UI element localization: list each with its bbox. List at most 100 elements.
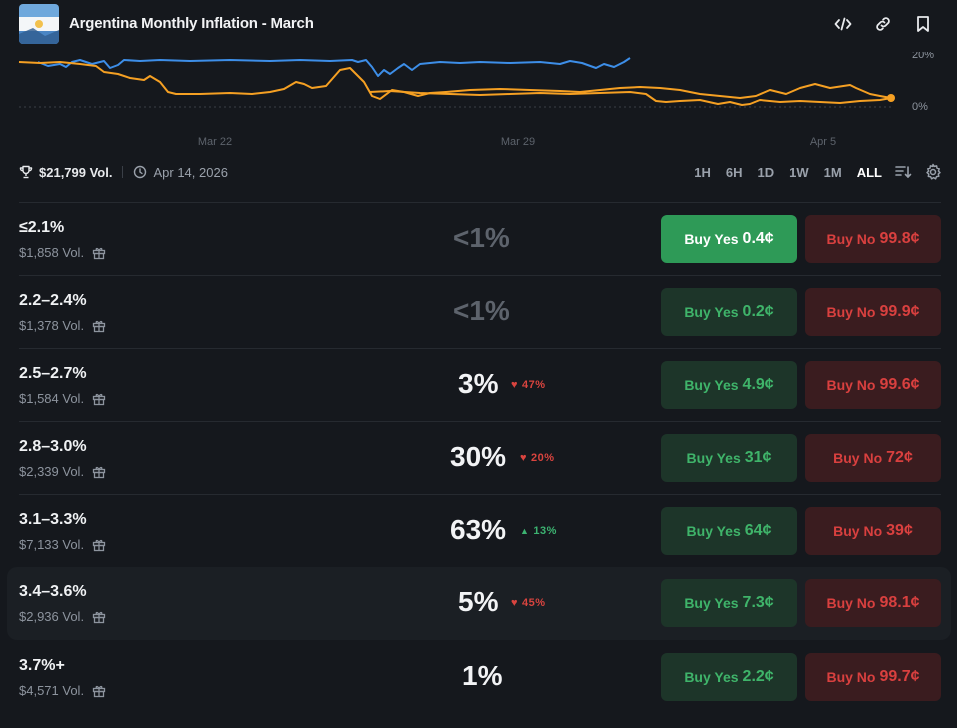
trophy-icon [19,165,33,179]
buy-yes-button[interactable]: Buy Yes 64¢ [661,507,797,555]
buy-no-button[interactable]: Buy No 99.8¢ [805,215,941,263]
range-all[interactable]: ALL [856,164,882,180]
time-range-selector: 1H 6H 1D 1W 1M ALL [679,162,942,182]
y-tick-label: 20% [912,52,934,61]
no-price: 72¢ [886,449,913,466]
divider [122,166,124,178]
buy-yes-label: Buy Yes [684,304,739,320]
outcome-probability: <1% [453,222,510,253]
volume-text: $2,339 Vol. [19,464,85,479]
outcome-probability: <1% [453,295,510,326]
buy-yes-button[interactable]: Buy Yes 2.2¢ [661,653,797,701]
buy-no-button[interactable]: Buy No 99.9¢ [805,288,941,336]
buy-no-button[interactable]: Buy No 39¢ [805,507,941,555]
buy-no-button[interactable]: Buy No 99.6¢ [805,361,941,409]
buy-yes-button[interactable]: Buy Yes 0.4¢ [661,215,797,263]
buy-yes-button[interactable]: Buy Yes 4.9¢ [661,361,797,409]
outcome-label: 2.8–3.0% [19,438,87,455]
outcome-probability: 1% [462,660,503,691]
outcome-label: 2.5–2.7% [19,365,87,382]
outcome-row[interactable]: ≤2.1% $1,858 Vol. <1% Buy Yes 0.4¢ Buy No… [19,202,941,275]
range-6h[interactable]: 6H [725,164,743,180]
probability-cell: 63% ▲ 13% [19,495,941,568]
gift-icon[interactable] [92,610,106,624]
probability-cell: 1% [19,641,941,714]
no-price: 99.7¢ [879,668,920,685]
buy-yes-label: Buy Yes [684,377,739,393]
outcome-volume: $7,133 Vol. [19,537,106,552]
x-tick-label: Mar 29 [501,136,535,148]
outcome-label: ≤2.1% [19,219,65,236]
yes-price: 0.2¢ [742,303,774,320]
outcome-volume: $1,858 Vol. [19,245,106,260]
buy-yes-label: Buy Yes [686,450,741,466]
price-history-chart: 20% 0% Mar 22 Mar 29 Apr 5 [0,49,957,152]
buy-no-label: Buy No [826,669,876,685]
range-1d[interactable]: 1D [757,164,775,180]
probability-cell: <1% [19,203,941,276]
outcome-row[interactable]: 3.7%+ $4,571 Vol. 1% Buy Yes 2.2¢ Buy No 9… [19,640,941,713]
arrow-up-icon: ▲ [520,526,530,536]
outcome-row[interactable]: 2.5–2.7% $1,584 Vol. 3% ♥ 47% Buy Yes 4.9¢… [19,348,941,421]
no-price: 99.6¢ [879,376,920,393]
range-1w[interactable]: 1W [789,164,809,180]
outcome-volume: $4,571 Vol. [19,683,106,698]
outcome-row[interactable]: 2.2–2.4% $1,378 Vol. <1% Buy Yes 0.2¢ Buy… [19,275,941,348]
market-header: Argentina Monthly Inflation - March [0,0,957,52]
series-line-blue [37,57,631,77]
buy-yes-button[interactable]: Buy Yes 31¢ [661,434,797,482]
gift-icon[interactable] [92,684,106,698]
buy-yes-button[interactable]: Buy Yes 0.2¢ [661,288,797,336]
embed-icon[interactable] [833,14,853,34]
gift-icon[interactable] [92,392,106,406]
settings-gear-icon[interactable] [924,163,942,181]
market-stats: $21,799 Vol. Apr 14, 2026 [19,162,228,182]
yes-price: 7.3¢ [742,594,774,611]
buy-no-label: Buy No [833,523,883,539]
range-1m[interactable]: 1M [823,164,842,180]
outcome-row[interactable]: 3.1–3.3% $7,133 Vol. 63% ▲ 13% Buy Yes 64¢… [19,494,941,567]
outcome-label: 3.4–3.6% [19,583,87,600]
buy-no-button[interactable]: Buy No 99.7¢ [805,653,941,701]
outcome-probability: 5% [458,586,499,617]
probability-cell: 30% ♥ 20% [19,422,941,495]
no-price: 39¢ [886,522,913,539]
outcome-probability: 63% [450,514,507,545]
gift-icon[interactable] [92,319,106,333]
gift-icon[interactable] [92,246,106,260]
volume-text: $4,571 Vol. [19,683,85,698]
bookmark-icon[interactable] [913,14,933,34]
link-icon[interactable] [873,14,893,34]
buy-yes-button[interactable]: Buy Yes 7.3¢ [661,579,797,627]
buy-no-label: Buy No [833,450,883,466]
volume-text: $1,858 Vol. [19,245,85,260]
outcome-row[interactable]: 3.4–3.6% $2,936 Vol. 5% ♥ 45% Buy Yes 7.3¢… [7,567,951,640]
yes-price: 4.9¢ [742,376,774,393]
probability-cell: 5% ♥ 45% [19,567,941,640]
buy-yes-label: Buy Yes [684,231,739,247]
argentina-flag-logo [19,4,59,44]
series-line-orange [18,61,892,100]
buy-no-label: Buy No [826,231,876,247]
outcome-probability: 3% [458,368,499,399]
outcome-row[interactable]: 2.8–3.0% $2,339 Vol. 30% ♥ 20% Buy Yes 31¢… [19,421,941,494]
no-price: 99.8¢ [879,230,920,247]
probability-cell: <1% [19,276,941,349]
chart-svg: 20% 0% Mar 22 Mar 29 Apr 5 [18,49,934,148]
series-line-orange-2 [369,90,892,106]
outcome-volume: $2,936 Vol. [19,609,106,624]
probability-change: ♥ 45% [511,597,546,609]
heart-down-icon: ♥ [511,379,519,391]
buy-yes-label: Buy Yes [686,523,741,539]
outcome-label: 3.1–3.3% [19,511,87,528]
sort-icon[interactable] [894,164,912,180]
change-text: 47% [522,379,546,391]
range-1h[interactable]: 1H [694,164,711,180]
buy-no-label: Buy No [826,595,876,611]
buy-no-button[interactable]: Buy No 98.1¢ [805,579,941,627]
buy-no-button[interactable]: Buy No 72¢ [805,434,941,482]
gift-icon[interactable] [92,538,106,552]
gift-icon[interactable] [92,465,106,479]
yes-price: 0.4¢ [742,230,774,247]
change-text: 20% [531,452,555,464]
